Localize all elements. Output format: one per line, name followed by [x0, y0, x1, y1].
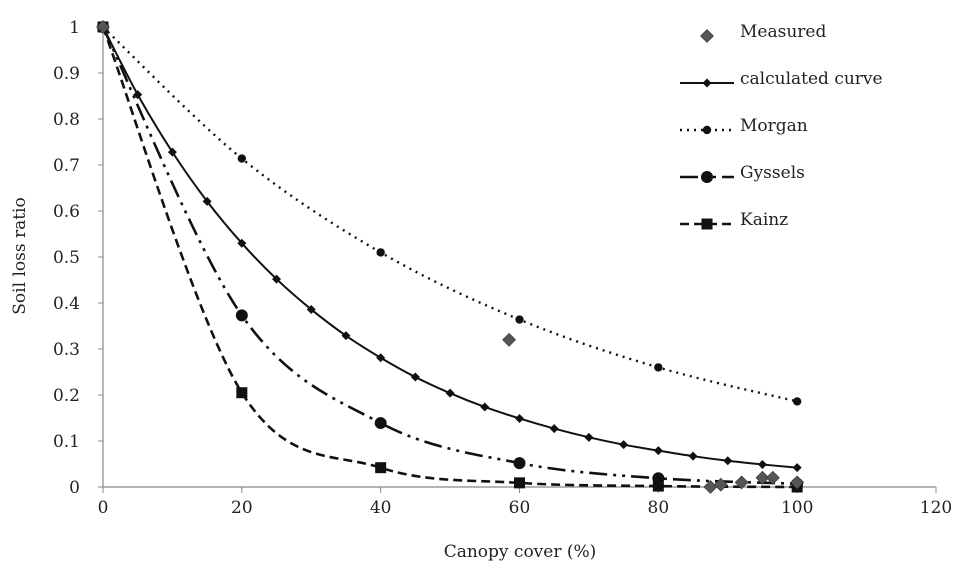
data-point-kainz [375, 462, 387, 474]
data-point-calculated-curve [688, 451, 698, 461]
legend-marker-morgan [702, 125, 712, 135]
data-point-calculated-curve [133, 90, 143, 100]
y-tick-label: 1 [69, 18, 80, 38]
series-line-kainz [101, 26, 798, 489]
y-tick-label: 0.5 [53, 248, 80, 268]
data-point-kainz [652, 480, 664, 492]
x-tick-label: 80 [648, 498, 670, 518]
series-morgan [98, 22, 802, 406]
legend-entry-morgan: Morgan [680, 116, 808, 136]
legend-label-morgan: Morgan [740, 116, 808, 136]
data-point-calculated-curve [445, 388, 455, 398]
x-tick-label: 60 [509, 498, 531, 518]
data-point-measured [765, 470, 780, 485]
y-tick-label: 0.3 [53, 340, 80, 360]
data-point-calculated-curve [792, 463, 802, 473]
data-point-calculated-curve [549, 424, 559, 434]
x-tick-label: 20 [231, 498, 253, 518]
data-point-calculated-curve [237, 238, 247, 248]
legend: Measured calculated curve Morgan Gyssels Kai… [680, 22, 883, 230]
data-point-gyssels [235, 309, 248, 322]
data-point-calculated-curve [167, 147, 177, 157]
data-point-measured [96, 20, 110, 34]
series-gyssels [97, 21, 804, 490]
data-point-calculated-curve [272, 274, 282, 284]
data-point-morgan [792, 397, 802, 406]
legend-marker-measured [700, 29, 714, 43]
data-point-morgan [237, 154, 247, 163]
data-point-calculated-curve [584, 432, 594, 442]
data-point-gyssels [374, 417, 387, 430]
series-calculated-curve [98, 22, 802, 473]
data-point-calculated-curve [306, 304, 316, 314]
y-tick-label: 0.4 [53, 294, 80, 314]
data-point-calculated-curve [202, 196, 212, 206]
data-point-calculated-curve [757, 459, 767, 469]
y-tick-label: 0.8 [53, 110, 80, 130]
legend-marker-calculated-curve [702, 78, 712, 88]
data-point-measured [502, 332, 517, 347]
y-tick-label: 0.6 [53, 202, 80, 222]
data-point-morgan [515, 315, 524, 324]
series-line-calculated-curve [102, 26, 798, 469]
x-tick-label: 120 [920, 498, 952, 518]
y-tick-label: 0.9 [53, 64, 80, 84]
axes: 0 0.1 0.2 0.3 0.4 0.5 0.6 0.7 0.8 0.9 1 0 20 40 60 80 10… [53, 18, 952, 518]
series-layer [96, 20, 805, 494]
data-point-calculated-curve [653, 446, 663, 456]
legend-marker-kainz [701, 218, 713, 230]
data-point-morgan [654, 363, 663, 372]
y-tick-label: 0.1 [53, 432, 80, 452]
y-tick-label: 0.2 [53, 386, 80, 406]
data-point-calculated-curve [376, 353, 386, 363]
legend-marker-gyssels [701, 171, 713, 183]
y-tick-label: 0.7 [53, 156, 80, 176]
series-line-morgan [102, 26, 798, 403]
y-axis-title: Soil loss ratio [10, 197, 30, 314]
data-point-calculated-curve [480, 402, 490, 412]
series-kainz [97, 21, 803, 493]
data-point-calculated-curve [515, 413, 524, 423]
legend-label-kainz: Kainz [740, 210, 788, 230]
data-point-morgan [376, 248, 385, 257]
x-axis-title: Canopy cover (%) [444, 542, 597, 562]
data-point-measured [703, 480, 718, 494]
data-point-calculated-curve [341, 331, 351, 341]
data-point-gyssels [513, 457, 526, 470]
x-tick-label: 100 [781, 498, 813, 518]
data-point-kainz [236, 387, 248, 399]
legend-entry-measured: Measured [700, 22, 826, 43]
x-tick-label: 0 [98, 498, 109, 518]
series-line-gyssels [101, 26, 798, 486]
series-measured [96, 20, 805, 494]
legend-entry-gyssels: Gyssels [680, 163, 805, 183]
data-point-measured [734, 475, 749, 490]
data-point-calculated-curve [723, 456, 733, 466]
x-tick-label: 40 [370, 498, 392, 518]
data-point-calculated-curve [410, 372, 420, 382]
data-point-measured [790, 475, 805, 490]
legend-entry-calculated-curve: calculated curve [680, 69, 883, 89]
legend-label-calculated-curve: calculated curve [740, 69, 883, 89]
legend-label-measured: Measured [740, 22, 826, 42]
legend-entry-kainz: Kainz [680, 210, 788, 230]
data-point-kainz [514, 477, 525, 489]
data-point-measured [755, 470, 770, 485]
legend-label-gyssels: Gyssels [740, 163, 805, 183]
data-point-measured [713, 477, 728, 492]
y-tick-label: 0 [69, 478, 80, 498]
data-point-calculated-curve [619, 440, 629, 450]
